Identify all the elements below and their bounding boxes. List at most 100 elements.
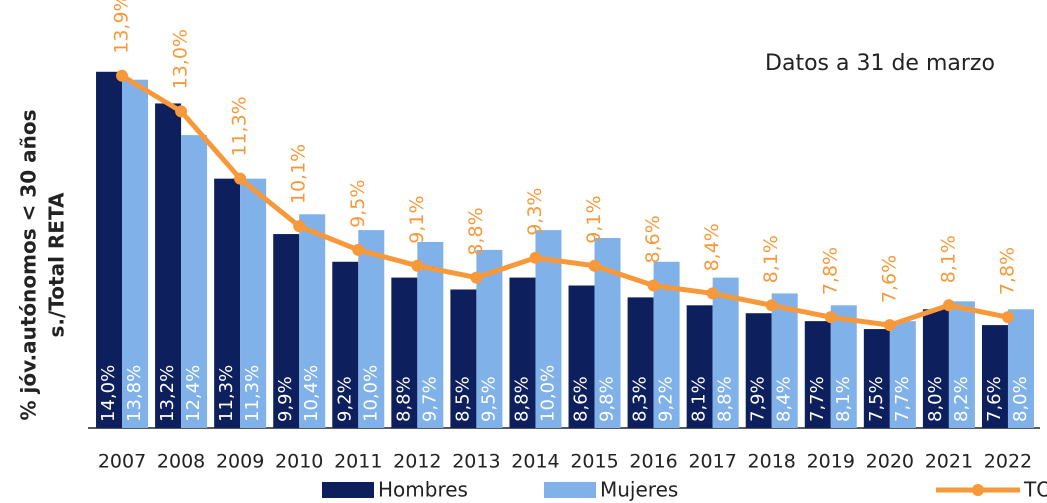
bar-value-label: 7,7% — [892, 376, 913, 422]
line-marker — [175, 105, 188, 118]
line-marker — [293, 220, 306, 233]
bar — [214, 178, 241, 428]
x-tick-label: 2013 — [452, 451, 500, 473]
line-marker — [647, 279, 660, 292]
line-marker — [942, 299, 955, 312]
bar-value-label: 8,8% — [715, 376, 736, 422]
x-tick-label: 2008 — [157, 451, 205, 473]
bar — [922, 309, 949, 428]
bar-value-label: 7,9% — [748, 376, 769, 422]
line-marker — [765, 299, 778, 312]
bar-value-label: 8,6% — [571, 376, 592, 422]
bar-value-label: 8,3% — [630, 376, 651, 422]
x-tick-label: 2009 — [216, 451, 264, 473]
bar-value-label: 13,2% — [157, 365, 178, 422]
bar-value-label: 8,0% — [925, 376, 946, 422]
bar-value-label: 8,8% — [511, 376, 532, 422]
line-marker — [824, 311, 837, 324]
line-value-label: 13,0% — [170, 29, 192, 89]
y-axis-label: s./Total RETA — [45, 192, 69, 338]
bar — [181, 135, 208, 428]
x-tick-label: 2010 — [275, 451, 323, 473]
annotation: Datos a 31 de marzo — [765, 51, 995, 76]
line-marker — [116, 69, 129, 82]
x-tick-label: 2015 — [570, 451, 618, 473]
bar — [686, 305, 713, 428]
bar — [804, 321, 831, 428]
x-tick-label: 2019 — [807, 451, 855, 473]
bar-value-label: 10,0% — [537, 365, 558, 422]
bar — [96, 71, 123, 428]
bar-value-label: 9,7% — [419, 376, 440, 422]
x-tick-label: 2014 — [511, 451, 559, 473]
bar-value-label: 8,5% — [452, 376, 473, 422]
line — [120, 73, 1009, 328]
x-tick-label: 2016 — [629, 451, 677, 473]
bar — [155, 103, 182, 428]
bar-value-label: 11,3% — [216, 365, 237, 422]
bar-value-label: 9,8% — [597, 376, 618, 422]
legend-label: Mujeres — [600, 478, 678, 502]
line-value-label: 8,6% — [642, 215, 664, 263]
bar — [981, 325, 1008, 428]
bar — [889, 321, 916, 428]
legend-swatch — [322, 482, 374, 498]
line-value-label: 8,8% — [465, 207, 487, 255]
bar-value-label: 9,9% — [275, 376, 296, 422]
line-value-label: 7,8% — [996, 247, 1018, 295]
bar-value-label: 9,5% — [478, 376, 499, 422]
bar — [450, 289, 477, 428]
bar-value-label: 10,4% — [301, 365, 322, 422]
bar-value-label: 8,2% — [951, 376, 972, 422]
line-marker — [234, 172, 247, 185]
bar — [830, 305, 857, 428]
line-marker — [529, 251, 542, 264]
legend-swatch — [544, 482, 596, 498]
bar-value-label: 14,0% — [98, 365, 119, 422]
bar-value-label: 11,3% — [242, 365, 263, 422]
legend-swatch — [972, 484, 984, 496]
bar-value-label: 8,8% — [393, 376, 414, 422]
bar-value-label: 10,0% — [360, 365, 381, 422]
legend-label: Hombres — [378, 478, 468, 502]
bar — [358, 230, 385, 428]
bar-value-label: 9,2% — [656, 376, 677, 422]
bar-value-label: 13,8% — [124, 365, 145, 422]
x-tick-label: 2012 — [393, 451, 441, 473]
bar-value-label: 12,4% — [183, 365, 204, 422]
line-marker — [706, 287, 719, 300]
bar — [332, 261, 359, 428]
bar — [417, 241, 444, 428]
line-value-label: 11,3% — [229, 96, 251, 156]
line-value-label: 7,8% — [819, 247, 841, 295]
bar — [299, 214, 326, 428]
x-tick-label: 2020 — [866, 451, 914, 473]
bar — [240, 178, 267, 428]
line-marker — [1001, 311, 1014, 324]
line-value-label: 8,1% — [760, 235, 782, 283]
x-tick-label: 2007 — [98, 451, 146, 473]
y-axis-label: % jóv.autónomos < 30 años — [17, 110, 41, 421]
line-value-label: 9,1% — [583, 195, 605, 243]
legend-label: TOTAL — [1023, 478, 1047, 502]
line-value-label: 13,9% — [111, 0, 133, 54]
x-tick-label: 2017 — [688, 451, 736, 473]
bar-value-label: 8,1% — [833, 376, 854, 422]
bar — [568, 285, 595, 428]
bar — [627, 297, 654, 428]
line-value-label: 9,3% — [524, 188, 546, 236]
line-value-label: 9,5% — [347, 180, 369, 228]
bar — [1007, 309, 1034, 428]
line-value-label: 8,4% — [701, 223, 723, 271]
x-tick-label: 2011 — [334, 451, 382, 473]
bar-value-label: 8,0% — [1010, 376, 1031, 422]
bar — [948, 301, 975, 428]
bar — [509, 277, 536, 428]
bar — [745, 313, 772, 428]
line-value-label: 7,6% — [878, 255, 900, 303]
bar — [712, 277, 739, 428]
line-marker — [352, 243, 365, 256]
line-value-label: 10,1% — [288, 144, 310, 204]
